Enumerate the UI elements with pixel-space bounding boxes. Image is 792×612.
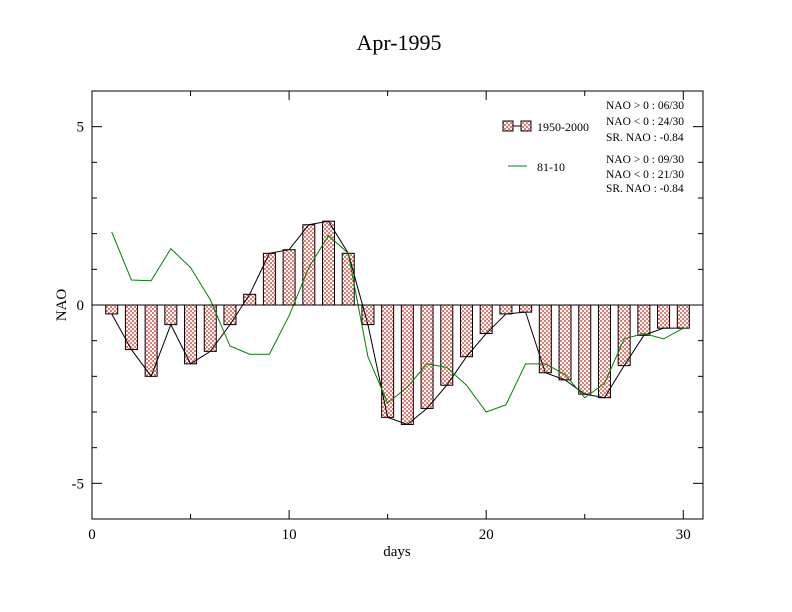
bar: [341, 252, 355, 306]
x-tick-label: 30: [676, 527, 691, 543]
legend-label-line: 81-10: [537, 160, 565, 174]
x-tick-label: 20: [479, 527, 494, 543]
green-series-line: [111, 231, 684, 413]
y-tick-label: 0: [77, 298, 85, 314]
bar: [243, 293, 257, 306]
x-axis-label: days: [383, 544, 411, 560]
bar: [558, 304, 572, 381]
bar: [499, 304, 513, 315]
legend-swatch-bar-right: [520, 120, 532, 132]
bar: [322, 220, 336, 306]
x-axis-ticks: 0 10 20 30: [88, 91, 691, 543]
bar: [578, 304, 592, 395]
x-tick-label: 0: [88, 527, 96, 543]
bar: [282, 249, 296, 306]
y-tick-label: -5: [72, 476, 85, 492]
y-tick-label: 5: [77, 120, 85, 136]
bar: [105, 304, 119, 315]
bar: [400, 304, 414, 425]
legend-stats-line: NAO > 0 : 09/30 NAO < 0 : 21/30 SR. NAO …: [606, 154, 684, 195]
bar-series: [105, 220, 690, 425]
bar: [302, 224, 316, 306]
legend: 1950-2000 NAO > 0 : 06/30 NAO < 0 : 24/3…: [502, 100, 684, 195]
stat-bar-negative: NAO < 0 : 24/30: [606, 116, 684, 128]
y-axis-ticks: -5 0 5: [72, 120, 703, 492]
legend-item-bar: 1950-2000: [502, 120, 589, 134]
bar: [440, 304, 454, 386]
bar: [617, 304, 631, 367]
bar: [459, 304, 473, 358]
bar: [657, 304, 671, 329]
stat-line-positive: NAO > 0 : 09/30: [606, 154, 684, 166]
line-series: [111, 220, 684, 426]
chart-title: Apr-1995: [356, 30, 441, 55]
bar: [637, 304, 651, 336]
y-axis-label: NAO: [54, 289, 70, 322]
bar: [420, 304, 434, 409]
bar: [676, 304, 690, 329]
bar: [164, 304, 178, 326]
bar: [519, 304, 533, 313]
stat-line-negative: NAO < 0 : 21/30: [606, 169, 684, 181]
bar: [381, 304, 395, 418]
stat-line-sr: SR. NAO : -0.84: [606, 183, 684, 195]
legend-item-line: 81-10: [508, 160, 565, 174]
bar: [223, 304, 237, 326]
bar: [203, 304, 217, 352]
legend-swatch-bar-left: [502, 120, 514, 132]
stat-bar-positive: NAO > 0 : 06/30: [606, 100, 684, 112]
legend-stats-bar: NAO > 0 : 06/30 NAO < 0 : 24/30 SR. NAO …: [606, 100, 684, 144]
stat-bar-sr: SR. NAO : -0.84: [606, 132, 684, 144]
bar: [538, 304, 552, 374]
legend-label-bar: 1950-2000: [537, 120, 589, 134]
black-series-line: [111, 220, 684, 426]
x-tick-label: 10: [282, 527, 297, 543]
